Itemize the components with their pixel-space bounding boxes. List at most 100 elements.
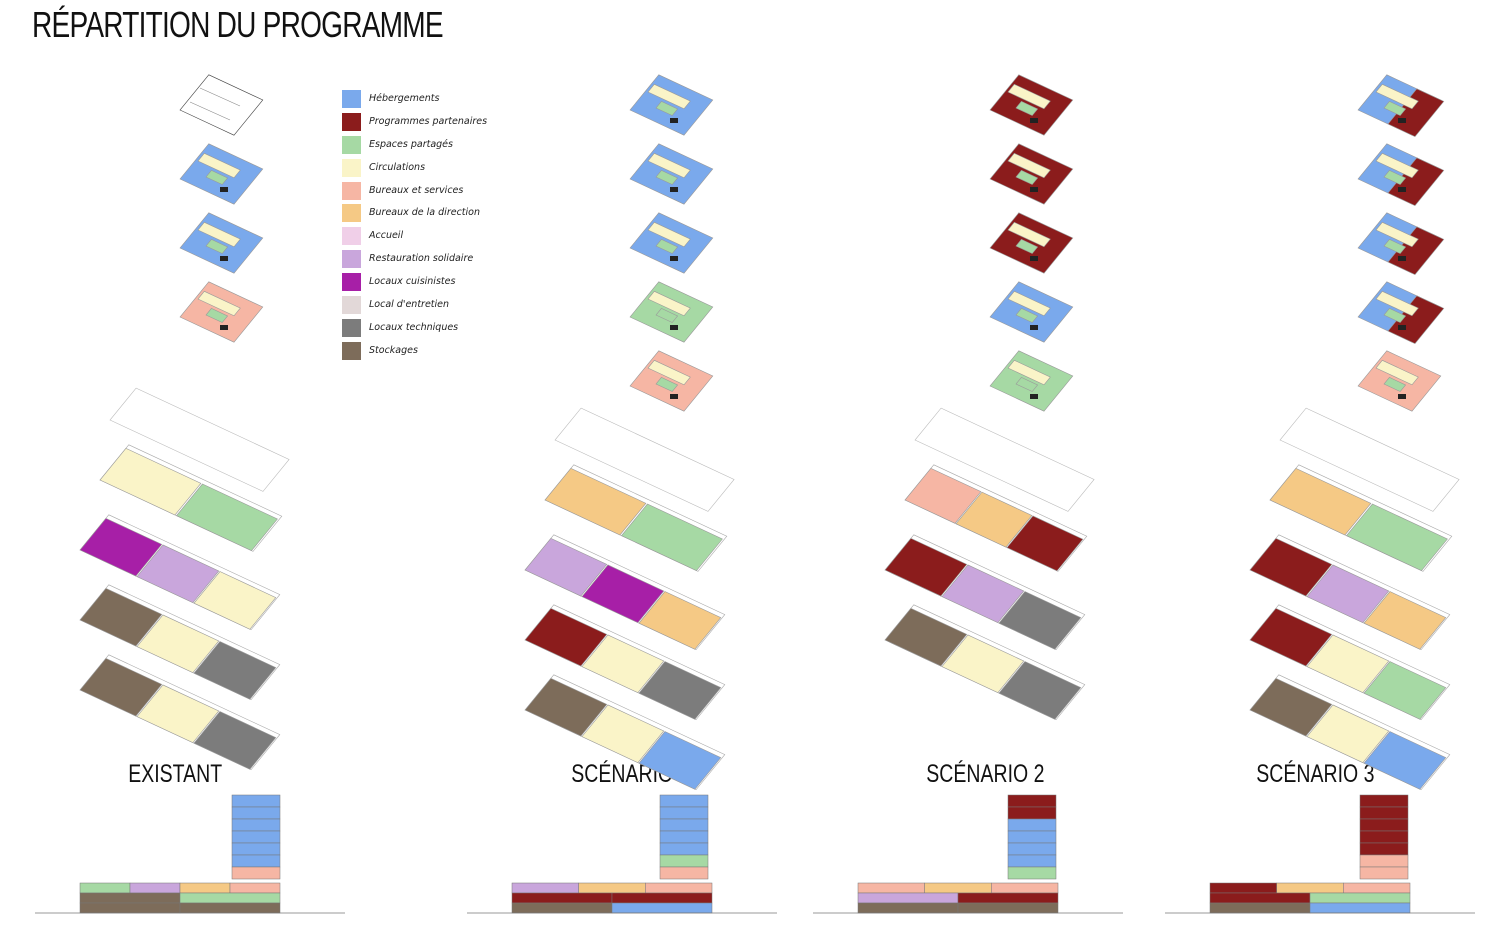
plan-zone bbox=[655, 377, 679, 392]
section-tower-floor bbox=[659, 854, 709, 868]
plan-zone bbox=[941, 634, 1025, 694]
legend-label: Locaux techniques bbox=[369, 321, 459, 333]
plan-zone bbox=[647, 83, 691, 110]
section-base-zone bbox=[924, 882, 992, 894]
plinth-outline-level bbox=[109, 387, 290, 492]
plan-zone bbox=[193, 641, 277, 700]
legend-swatch bbox=[342, 341, 361, 360]
section-base-zone bbox=[957, 892, 1059, 904]
section-base-zone bbox=[857, 892, 959, 904]
plan-zone bbox=[1346, 503, 1448, 572]
plan-stair bbox=[1398, 118, 1406, 123]
legend-swatch bbox=[342, 273, 361, 292]
plan-zone bbox=[904, 467, 982, 524]
column-label-scenario-2: SCÉNARIO 2 bbox=[926, 760, 1045, 788]
section-base-zone bbox=[611, 892, 713, 904]
plan-zone bbox=[1363, 661, 1447, 720]
legend-swatch bbox=[342, 135, 361, 154]
legend-swatch bbox=[342, 296, 361, 315]
plan-zone bbox=[1006, 515, 1084, 572]
plan-stair bbox=[220, 187, 228, 192]
plan-zone bbox=[655, 308, 679, 323]
legend-label: Local d'entretien bbox=[369, 299, 450, 311]
section-base-zone bbox=[645, 882, 713, 894]
section-base-zone bbox=[578, 882, 646, 894]
plan-line bbox=[189, 87, 241, 121]
section-tower-floor bbox=[1007, 854, 1057, 868]
legend-label: Bureaux de la direction bbox=[369, 207, 480, 219]
legend-label: Locaux cuisinistes bbox=[369, 276, 456, 288]
plan-zone bbox=[1249, 537, 1333, 597]
plan-zone bbox=[1375, 359, 1419, 386]
plan-zone bbox=[638, 731, 722, 790]
tower-floor-plan bbox=[179, 281, 264, 343]
plan-stair bbox=[1030, 394, 1038, 399]
plan-zone bbox=[1363, 591, 1447, 650]
plan-stair bbox=[670, 187, 678, 192]
section-base-zone bbox=[1276, 882, 1344, 894]
section-tower-floor bbox=[659, 866, 709, 880]
plan-zone bbox=[884, 607, 968, 667]
plan-zone bbox=[998, 661, 1082, 720]
plan-zone bbox=[621, 503, 723, 572]
plan-zone bbox=[638, 591, 722, 650]
plan-zone bbox=[1015, 170, 1039, 185]
section-base-zone bbox=[511, 882, 579, 894]
plan-zone bbox=[655, 239, 679, 254]
plan-zone bbox=[524, 607, 608, 667]
plan-zone bbox=[79, 517, 163, 577]
plan-zone bbox=[638, 661, 722, 720]
plan-zone bbox=[941, 564, 1025, 624]
section-base-zone bbox=[179, 882, 231, 894]
plan-stair bbox=[1030, 325, 1038, 330]
tower-floor-plan bbox=[629, 74, 714, 136]
section-tower-floor bbox=[1359, 830, 1409, 844]
plan-stair bbox=[220, 256, 228, 261]
plan-zone bbox=[998, 591, 1082, 650]
plan-zone bbox=[647, 290, 691, 317]
section-tower-floor bbox=[1359, 794, 1409, 808]
plan-stair bbox=[1398, 256, 1406, 261]
plan-zone bbox=[655, 170, 679, 185]
plinth-outline-level bbox=[1279, 407, 1460, 512]
plan-zone bbox=[79, 587, 163, 647]
section-tower-floor bbox=[659, 806, 709, 820]
section-tower-floor bbox=[659, 818, 709, 832]
plan-zone bbox=[136, 684, 220, 744]
plan-zone bbox=[1007, 83, 1051, 110]
section-tower-floor bbox=[1007, 842, 1057, 856]
plan-zone bbox=[1306, 634, 1390, 694]
plan-stair bbox=[670, 118, 678, 123]
legend-label: Hébergements bbox=[369, 93, 440, 104]
plan-zone bbox=[1383, 101, 1407, 116]
section-tower-floor bbox=[1007, 866, 1057, 880]
section-tower-floor bbox=[231, 794, 281, 808]
section-base-zone bbox=[179, 892, 281, 904]
section-base-zone bbox=[179, 902, 281, 914]
section-base-zone bbox=[611, 902, 713, 914]
plan-zone bbox=[1306, 704, 1390, 764]
section-base-zone bbox=[79, 882, 131, 894]
plan-zone bbox=[524, 677, 608, 737]
plan-zone bbox=[1007, 359, 1051, 386]
plan-zone bbox=[581, 704, 665, 764]
legend-swatch bbox=[342, 90, 361, 108]
section-tower-floor bbox=[231, 854, 281, 868]
section-tower-floor bbox=[231, 866, 281, 880]
legend-swatch bbox=[342, 112, 361, 131]
tower-floor-plan bbox=[989, 212, 1074, 274]
plinth-outline-level bbox=[554, 407, 735, 512]
section-tower-floor bbox=[659, 842, 709, 856]
plan-zone bbox=[205, 170, 229, 185]
plan-zone bbox=[1383, 377, 1407, 392]
plan-zone bbox=[1375, 221, 1419, 248]
plinth-outline-level bbox=[914, 407, 1095, 512]
plan-zone bbox=[205, 239, 229, 254]
legend-swatch bbox=[342, 250, 361, 269]
tower-floor-plan bbox=[629, 212, 714, 274]
legend-label: Accueil bbox=[369, 230, 404, 242]
plan-zone bbox=[193, 711, 277, 770]
section-base-zone bbox=[79, 902, 181, 914]
section-tower-floor bbox=[231, 806, 281, 820]
section-tower-floor bbox=[1359, 818, 1409, 832]
